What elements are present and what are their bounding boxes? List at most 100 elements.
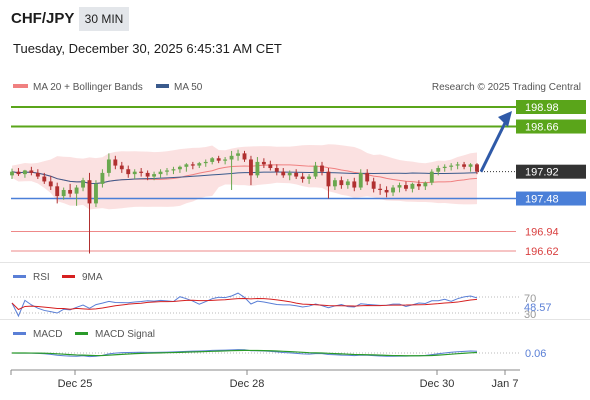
candle-body <box>190 164 195 166</box>
rsi-lines <box>11 292 478 318</box>
candle-body <box>22 170 27 175</box>
candle-body <box>139 171 144 173</box>
candle-body <box>410 183 415 189</box>
candle-body <box>416 183 421 187</box>
candle-body <box>100 172 105 184</box>
candle-body <box>10 171 14 176</box>
candle-body <box>332 180 337 187</box>
candle-body <box>165 170 169 172</box>
ma50-legend-label: MA 50 <box>174 82 203 93</box>
candle-body <box>423 182 428 187</box>
x-axis: Dec 25 Dec 28 Dec 30 Jan 7 <box>10 370 518 390</box>
candle-body <box>294 172 299 177</box>
macd-legend-swatch <box>13 332 26 335</box>
rsi-line <box>11 292 478 318</box>
macd-value: 0.06 <box>525 348 546 360</box>
rsi-legend-swatch <box>13 275 26 278</box>
candle-body <box>48 181 53 187</box>
candle-body <box>442 166 447 169</box>
candle-body <box>184 164 189 167</box>
candle-body <box>236 153 240 156</box>
timeframe-badge[interactable]: 30 MIN <box>79 7 129 31</box>
bollinger-band-area <box>12 144 477 210</box>
candle-body <box>152 174 157 177</box>
rsi-level-30: 30 <box>524 309 536 321</box>
candle-body <box>313 165 318 177</box>
candle-body <box>261 161 266 165</box>
candle-body <box>326 171 331 187</box>
candle-body <box>391 187 395 193</box>
last-price-tag: 197.92 <box>525 167 559 179</box>
candle-body <box>87 180 92 204</box>
candle-body <box>74 187 79 194</box>
rsi-legend-label: RSI <box>33 272 50 283</box>
macd-signal-legend-swatch <box>75 332 88 335</box>
candle-body <box>113 159 118 166</box>
candle-body <box>475 164 479 172</box>
macd-signal-legend-label: MACD Signal <box>95 329 155 340</box>
candle-body <box>242 153 247 160</box>
target-tag-1: 198.66 <box>525 122 559 134</box>
candle-body <box>229 155 234 160</box>
candle-body <box>365 172 370 182</box>
candle-body <box>320 165 324 172</box>
level-lines <box>11 106 516 252</box>
candle-body <box>300 176 305 179</box>
pivot-tag-3: 197.48 <box>525 194 559 206</box>
ma20-legend-label: MA 20 + Bollinger Bands <box>33 82 143 93</box>
support-tag-4: 196.94 <box>525 226 559 238</box>
candle-body <box>177 166 182 170</box>
candle-body <box>145 172 150 177</box>
candle-body <box>384 189 389 193</box>
candle-body <box>455 164 460 166</box>
last-price-tag-bg <box>516 164 586 179</box>
candle-body <box>287 172 292 176</box>
candle-body <box>358 172 363 188</box>
candle-body <box>249 159 253 176</box>
candle-body <box>223 159 228 161</box>
candle-body <box>35 172 40 177</box>
projection-arrow-shaft <box>479 120 508 173</box>
macd-legend-label: MACD <box>33 329 62 340</box>
ma50-legend-swatch <box>156 84 169 88</box>
candle-body <box>404 185 408 189</box>
candle-body <box>29 170 34 173</box>
candle-body <box>197 163 202 166</box>
candle-body <box>371 181 376 189</box>
pivot-tag-bg-3 <box>516 191 586 206</box>
candle-body <box>307 176 312 179</box>
panel-divider-macd <box>0 319 590 320</box>
candle-body <box>94 183 98 204</box>
candle-body <box>158 171 163 175</box>
support-tag-5: 196.62 <box>525 246 559 258</box>
candle-body <box>268 164 273 169</box>
candle-body <box>468 164 473 167</box>
candle-body <box>429 171 434 183</box>
candle-body <box>81 180 85 188</box>
candle-body <box>55 186 60 197</box>
rsi-value: 48.57 <box>524 302 552 314</box>
candle-body <box>462 164 467 167</box>
x-tick-label: Dec 28 <box>230 378 265 390</box>
projection <box>479 111 512 173</box>
rsi-ma-line <box>11 298 478 311</box>
macd-lines <box>11 349 478 358</box>
candle-body <box>126 169 131 175</box>
panel-divider-rsi <box>0 262 590 263</box>
candles <box>10 149 479 254</box>
candle-body <box>216 158 221 161</box>
candle-body <box>352 181 357 188</box>
candle-body <box>436 168 441 172</box>
candle-body <box>119 165 124 170</box>
research-credit: Research © 2025 Trading Central <box>432 82 581 93</box>
symbol-title: CHF/JPY <box>11 10 75 27</box>
level-tags: 198.98 198.66 197.92 197.48 196.94 196.62 <box>516 100 586 258</box>
candle-body <box>274 168 279 172</box>
candle-body <box>345 181 350 186</box>
candle-body <box>378 188 383 190</box>
candle-body <box>397 185 402 188</box>
target-tag-0: 198.98 <box>525 102 559 114</box>
x-tick-label: Dec 25 <box>58 378 93 390</box>
candle-body <box>281 171 286 176</box>
